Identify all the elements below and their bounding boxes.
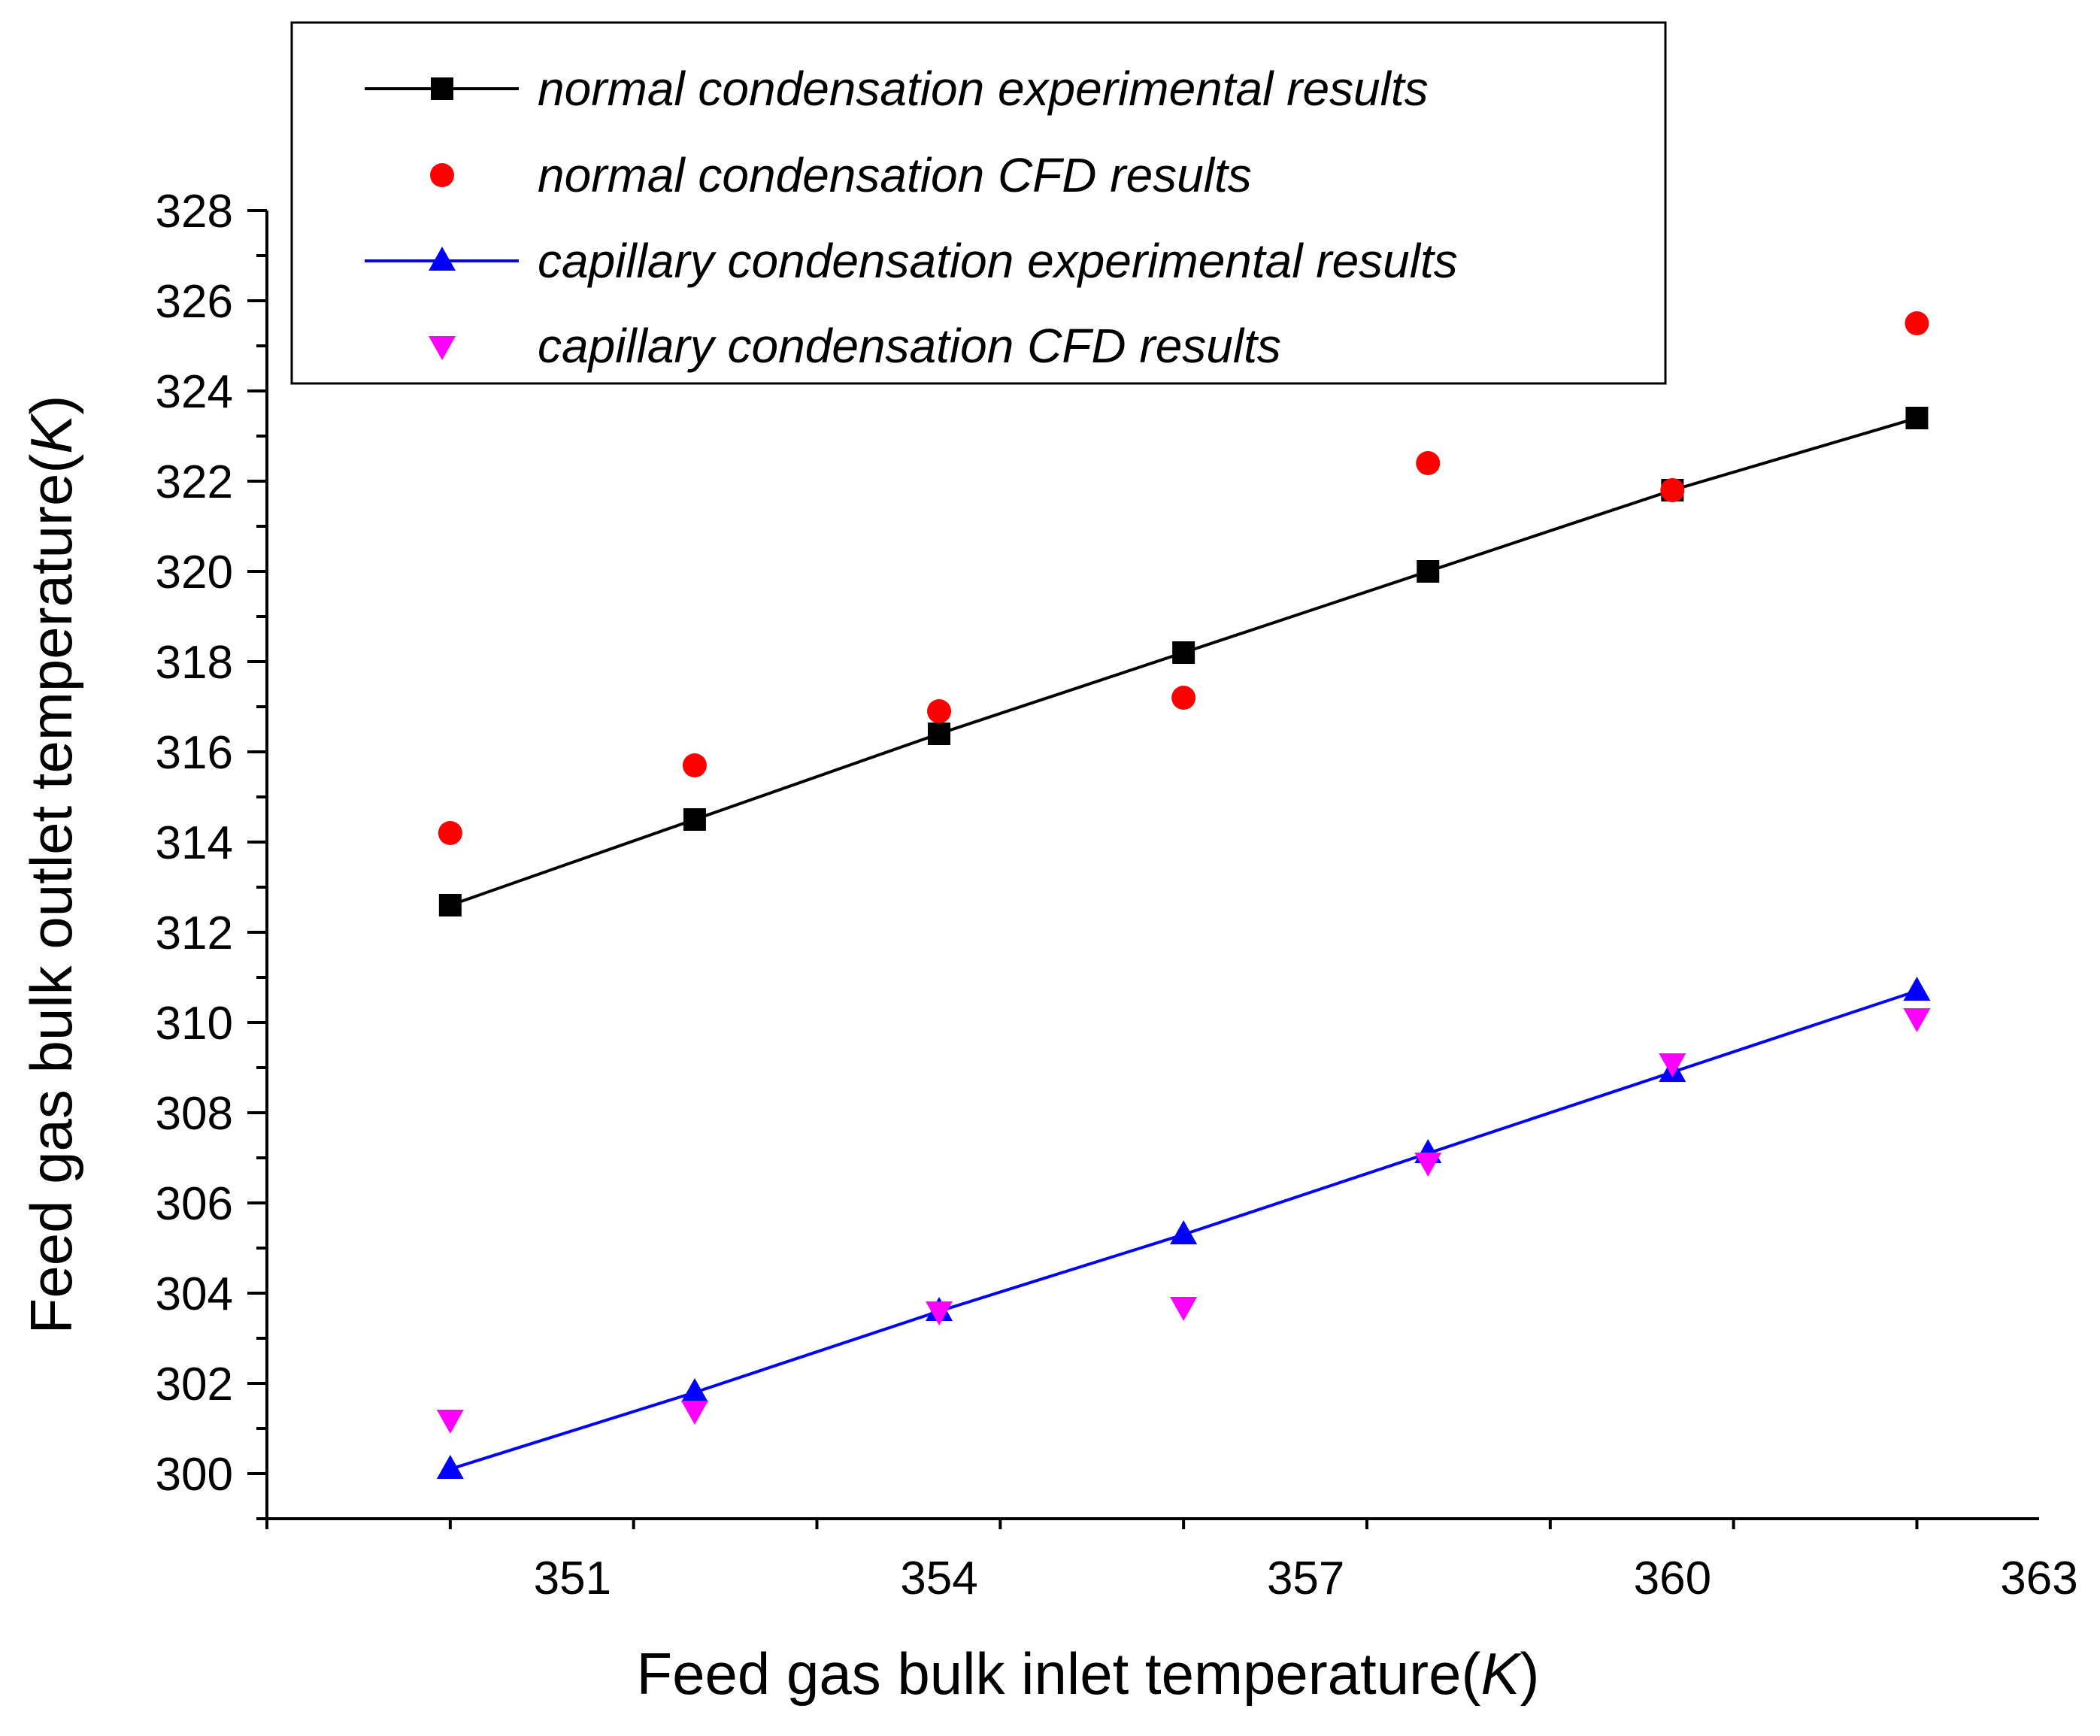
legend-item: normal condensation experimental results	[365, 62, 1429, 116]
legend-marker	[429, 247, 456, 271]
legend-label: capillary condensation experimental resu…	[538, 234, 1458, 288]
y-axis-label-main: Feed gas bulk outlet temperature(	[18, 454, 84, 1335]
y-tick-label: 302	[156, 1359, 233, 1410]
data-point	[680, 1378, 708, 1402]
legend-marker	[429, 336, 456, 360]
legend-label: capillary condensation CFD results	[538, 319, 1281, 373]
y-tick-label: 318	[156, 637, 233, 689]
y-tick-label: 310	[156, 998, 233, 1050]
data-point	[1171, 686, 1196, 710]
legend-box	[290, 21, 1667, 385]
data-point	[1170, 1220, 1198, 1244]
data-point	[926, 1301, 953, 1325]
x-tick-label: 357	[1267, 1553, 1344, 1604]
data-point	[1903, 977, 1931, 1001]
axes: 351 354 357 360 363 300 302 304 306 308 310 312 314…	[156, 186, 2078, 1604]
data-point	[436, 1410, 464, 1434]
y-tick-label: 300	[156, 1449, 233, 1501]
x-tick-label: 360	[1634, 1553, 1711, 1604]
data-point	[1170, 1297, 1198, 1321]
y-axis-label-unit: K	[18, 413, 84, 454]
y-axis-label: Feed gas bulk outlet temperature(K)	[18, 395, 84, 1335]
data-point	[1416, 451, 1441, 475]
y-tick-label: 328	[156, 186, 233, 238]
x-ticks: 351 354 357 360 363	[265, 1519, 2078, 1604]
data-point	[436, 1455, 464, 1479]
x-axis-label-unit: K	[1480, 1641, 1522, 1707]
legend-label: normal condensation experimental results	[538, 62, 1429, 116]
data-point	[1905, 311, 1929, 335]
legend-marker	[430, 163, 454, 187]
y-tick-label: 316	[156, 727, 233, 779]
data-point	[683, 808, 706, 831]
data-point	[927, 699, 952, 723]
plot-area	[436, 311, 1931, 1479]
data-point	[438, 894, 462, 916]
y-tick-label: 306	[156, 1178, 233, 1230]
data-point	[1903, 1008, 1931, 1032]
data-point	[680, 1401, 708, 1425]
x-axis-label-close: )	[1520, 1641, 1539, 1707]
data-point	[438, 821, 462, 845]
legend-item: normal condensation CFD results	[430, 148, 1252, 202]
y-tick-label: 320	[156, 547, 233, 598]
data-point	[1905, 407, 1929, 429]
data-point	[1172, 641, 1195, 664]
legend-label: normal condensation CFD results	[538, 148, 1252, 202]
y-tick-label: 326	[156, 276, 233, 328]
legend-item: capillary condensation experimental resu…	[365, 234, 1458, 288]
series-3	[436, 1008, 1931, 1434]
x-axis-label: Feed gas bulk inlet temperature(K)	[637, 1641, 1540, 1707]
x-tick-label: 354	[900, 1553, 977, 1604]
y-tick-label: 308	[156, 1088, 233, 1140]
y-tick-label: 322	[156, 456, 233, 508]
series-1	[438, 311, 1929, 845]
y-axis-label-close: )	[18, 395, 84, 415]
y-tick-label: 304	[156, 1268, 233, 1320]
legend-item: capillary condensation CFD results	[429, 319, 1281, 373]
data-point	[1414, 1153, 1442, 1177]
legend-marker	[431, 77, 453, 100]
data-point	[682, 753, 707, 777]
y-tick-label: 324	[156, 366, 233, 418]
data-point	[1417, 560, 1440, 583]
y-ticks: 300 302 304 306 308 310 312 314 316 318 320 322 324 3…	[156, 186, 267, 1520]
x-tick-label: 351	[534, 1553, 611, 1604]
legend: normal condensation experimental results…	[290, 21, 1667, 385]
x-axis-label-main: Feed gas bulk inlet temperature(	[637, 1641, 1481, 1707]
data-point	[1659, 1053, 1686, 1077]
data-point	[1660, 478, 1685, 502]
y-tick-label: 314	[156, 817, 233, 869]
y-tick-label: 312	[156, 907, 233, 959]
x-tick-label: 363	[2000, 1553, 2077, 1604]
data-point	[928, 723, 951, 745]
